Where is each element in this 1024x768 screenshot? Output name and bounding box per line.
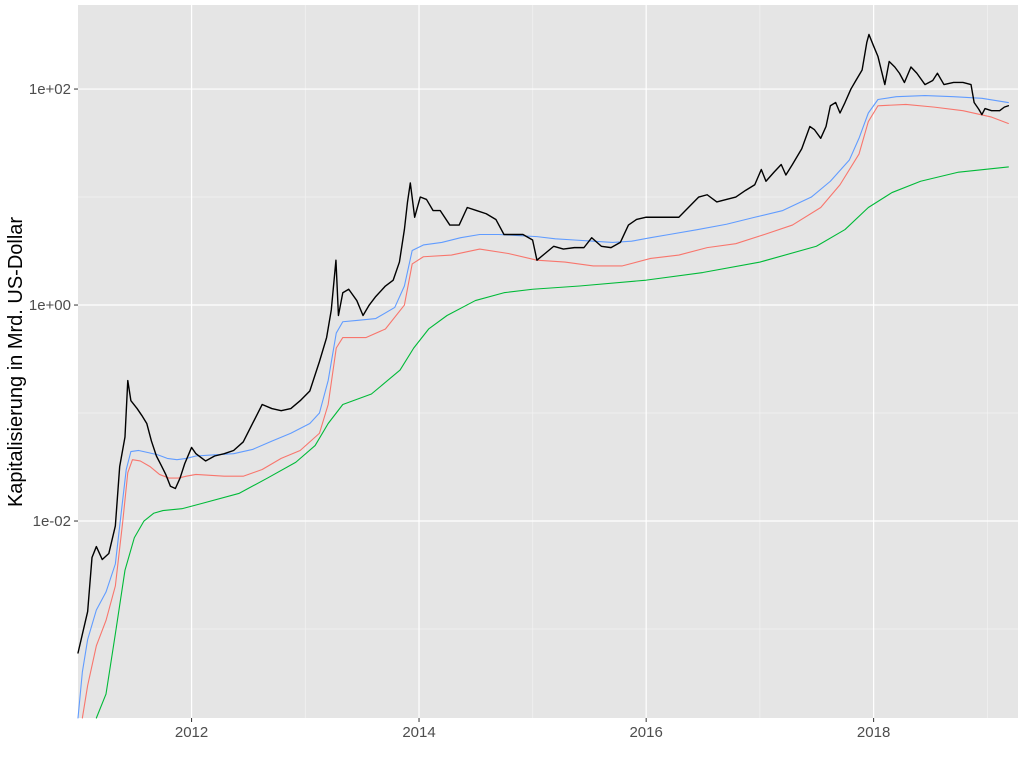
major-gridlines — [78, 5, 1018, 718]
series-layer — [77, 33, 1010, 719]
series-line-3 — [95, 166, 1009, 719]
series-line-0 — [77, 33, 1010, 654]
x-tick-label: 2012 — [175, 724, 208, 741]
y-tick-label: 1e+02 — [29, 81, 71, 98]
plot-panel — [78, 5, 1018, 718]
y-tick-label: 1e+00 — [29, 297, 71, 314]
x-axis: 2012 2014 2016 2018 — [175, 718, 890, 741]
x-tick-label: 2014 — [402, 724, 435, 741]
x-tick-label: 2018 — [857, 724, 890, 741]
y-axis: 1e-02 1e+00 1e+02 — [29, 81, 78, 530]
series-line-2 — [81, 103, 1009, 719]
y-tick-label: 1e-02 — [33, 513, 71, 530]
x-tick-label: 2016 — [629, 724, 662, 741]
y-axis-title: Kapitalisierung in Mrd. US-Dollar — [5, 217, 27, 507]
minor-gridlines — [78, 5, 1018, 718]
series-line-1 — [77, 95, 1009, 719]
